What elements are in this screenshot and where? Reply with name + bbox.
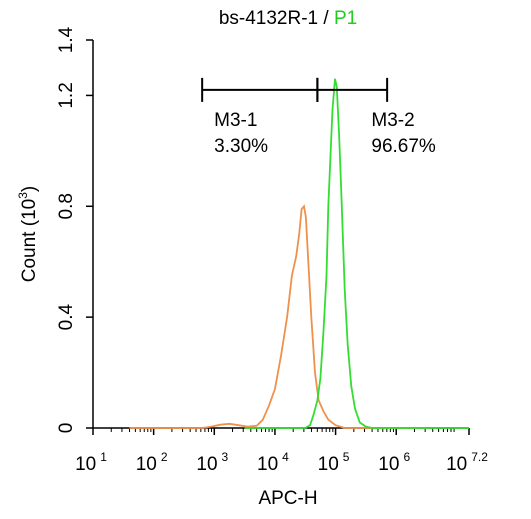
x-tick-exp: 1	[100, 450, 107, 464]
x-tick-exp: 4	[282, 450, 289, 464]
y-tick-label: 0.8	[56, 193, 77, 219]
x-tick-base: 10	[257, 454, 278, 475]
x-tick-exp: 5	[343, 450, 350, 464]
histogram-series	[129, 78, 469, 429]
y-tick-label: 1.2	[56, 82, 77, 108]
x-tick-exp: 7.2	[471, 450, 488, 464]
y-tick-label: 0.4	[56, 304, 77, 331]
x-tick-exp: 3	[222, 450, 229, 464]
x-axis-ticks: 10 1 10 2 10 3 10 4 10 5 10 6 10 7.2	[75, 428, 488, 475]
y-axis-ticks: 0 0.4 0.8 1.2 1.4	[56, 26, 93, 433]
x-tick-label: 10 4	[257, 450, 289, 475]
gate-percent: 3.30%	[214, 136, 268, 157]
x-tick-exp: 6	[403, 450, 410, 464]
y-axis-label-paren-close: )	[19, 186, 40, 192]
gate-markers: M3-1 3.30% M3-2 96.67%	[201, 77, 436, 157]
x-axis-label: APC-H	[258, 488, 317, 509]
y-tick-label: 0	[56, 423, 77, 434]
title-population: P1	[334, 8, 357, 29]
chart-title: bs-4132R-1 / P1	[219, 8, 357, 29]
histogram-series-1	[129, 204, 427, 429]
x-tick-label: 10 1	[75, 450, 107, 475]
x-tick-label: 10 5	[318, 450, 350, 475]
y-axis-label-base: 10	[19, 199, 40, 220]
y-axis-label-exp: 3	[16, 192, 30, 199]
x-tick-base: 10	[378, 454, 399, 475]
y-axis-label-text: Count	[19, 231, 40, 282]
x-tick-base: 10	[196, 454, 217, 475]
x-tick-label: 10 7.2	[446, 450, 488, 475]
x-tick-base: 10	[75, 454, 96, 475]
gate-name: M3-1	[214, 110, 257, 131]
x-tick-label: 10 3	[196, 450, 228, 475]
x-tick-label: 10 6	[378, 450, 410, 475]
x-tick-exp: 2	[161, 450, 168, 464]
title-separator: /	[318, 8, 334, 29]
gate-percent: 96.67%	[371, 136, 436, 157]
x-tick-base: 10	[318, 454, 339, 475]
x-tick-base: 10	[136, 454, 157, 475]
histogram-series-2	[244, 78, 469, 429]
y-axis-label-paren-open: (	[19, 219, 40, 231]
x-tick-label: 10 2	[136, 450, 168, 475]
title-sample: bs-4132R-1	[219, 8, 318, 29]
y-axis-label: Count (103)	[16, 186, 40, 282]
x-tick-base: 10	[446, 454, 467, 475]
gate-name: M3-2	[371, 110, 414, 131]
y-tick-label: 1.4	[56, 26, 77, 53]
